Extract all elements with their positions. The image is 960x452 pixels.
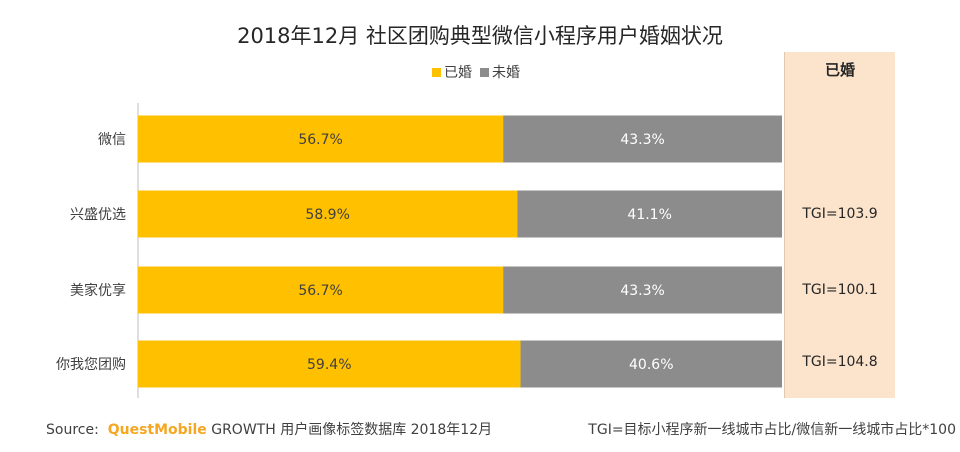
bar-married: [138, 190, 518, 238]
legend-item-married: 已婚: [432, 62, 472, 82]
bar-married: [138, 115, 504, 163]
source-rest: GROWTH 用户画像标签数据库 2018年12月: [211, 422, 493, 438]
bar-unmarried: [503, 266, 782, 314]
bar-married: [138, 266, 504, 314]
data-label-married: 56.7%: [298, 132, 342, 148]
tgi-value-meijia: TGI=100.1: [802, 282, 878, 298]
bar-married: [138, 340, 521, 388]
data-label-unmarried: 43.3%: [620, 283, 664, 299]
legend-item-unmarried: 未婚: [480, 62, 520, 82]
category-label: 美家优享: [70, 282, 126, 299]
data-label-unmarried: 41.1%: [627, 207, 671, 223]
data-label-married: 58.9%: [305, 207, 349, 223]
chart-title: 2018年12月 社区团购典型微信小程序用户婚姻状况: [237, 24, 723, 48]
tgi-note: TGI=目标小程序新一线城市占比/微信新一线城市占比*100: [588, 422, 956, 438]
tgi-value-xingsheng: TGI=103.9: [802, 206, 878, 222]
tgi-value-niwoning: TGI=104.8: [802, 354, 878, 370]
source-prefix: Source:: [46, 422, 99, 438]
bar-unmarried: [520, 340, 782, 388]
category-label: 你我您团购: [56, 356, 126, 373]
tgi-panel: 已婚 TGI=103.9 TGI=100.1 TGI=104.8: [784, 52, 895, 398]
legend-label-married: 已婚: [444, 65, 472, 81]
legend-swatch-married: [432, 67, 441, 77]
data-label-unmarried: 43.3%: [620, 132, 664, 148]
tgi-header: 已婚: [824, 61, 855, 79]
data-label-unmarried: 40.6%: [629, 357, 673, 373]
category-label: 微信: [98, 132, 126, 148]
bar-unmarried: [517, 190, 782, 238]
category-label: 兴盛优选: [70, 207, 126, 223]
source-brand: QuestMobile: [107, 422, 207, 438]
legend-label-unmarried: 未婚: [492, 65, 520, 81]
legend-swatch-unmarried: [480, 67, 489, 77]
data-label-married: 56.7%: [298, 283, 342, 299]
source-line: Source: QuestMobile GROWTH 用户画像标签数据库 201…: [46, 419, 492, 439]
bar-unmarried: [503, 115, 782, 163]
legend: 已婚 未婚: [432, 62, 520, 82]
data-label-married: 59.4%: [307, 357, 351, 373]
